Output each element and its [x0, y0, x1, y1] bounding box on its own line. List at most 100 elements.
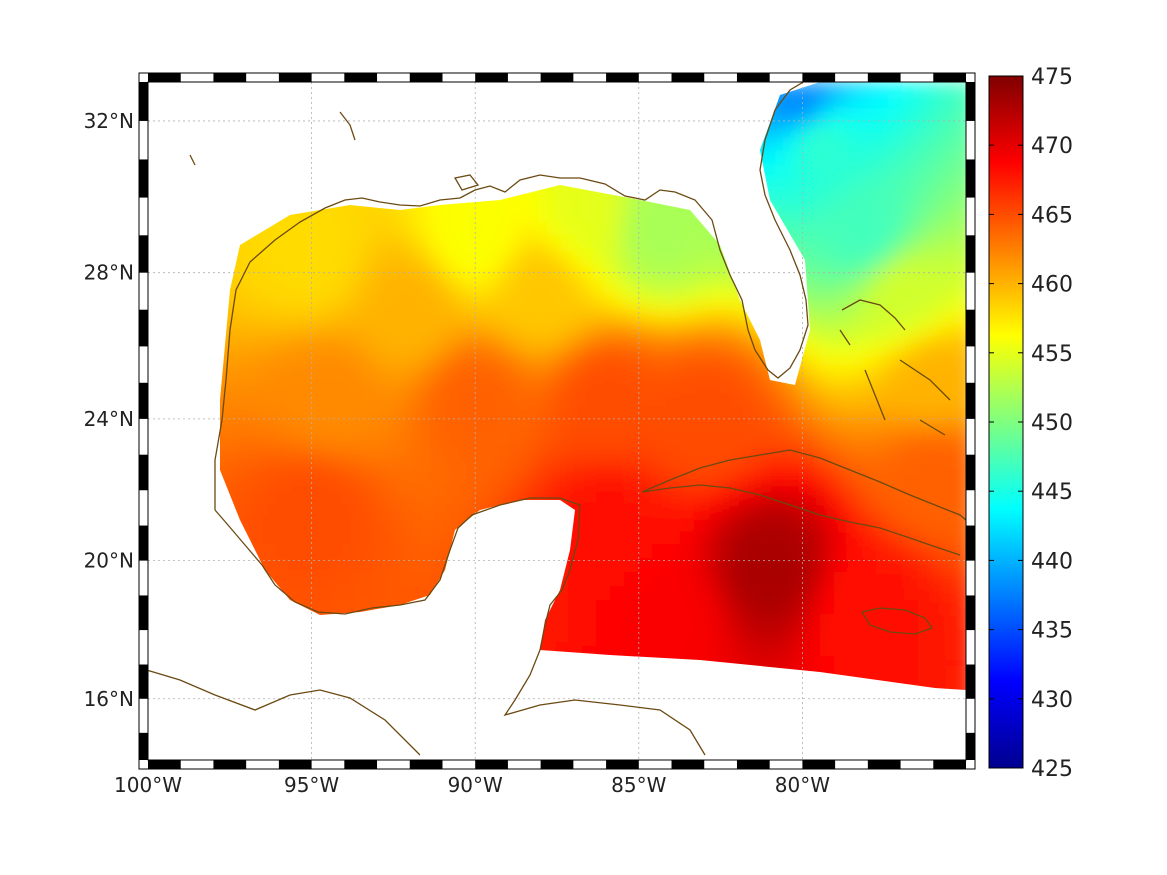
- field-cell: [694, 404, 709, 419]
- field-cell: [596, 334, 611, 349]
- field-cell: [316, 348, 331, 363]
- field-cell: [610, 726, 625, 741]
- field-cell: [274, 166, 289, 181]
- field-cell: [736, 460, 751, 475]
- field-cell: [792, 96, 807, 111]
- field-cell: [204, 544, 219, 559]
- field-cell: [834, 236, 849, 251]
- field-cell: [484, 712, 499, 727]
- field-cell: [876, 726, 891, 741]
- field-cell: [680, 306, 695, 321]
- field-cell: [596, 110, 611, 125]
- field-cell: [792, 558, 807, 573]
- field-cell: [176, 334, 191, 349]
- field-cell: [540, 670, 555, 685]
- field-cell: [232, 306, 247, 321]
- field-cell: [722, 460, 737, 475]
- field-cell: [220, 502, 233, 517]
- field-cell: [554, 320, 569, 335]
- field-cell: [470, 250, 485, 265]
- frame-segment: [966, 454, 975, 491]
- field-cell: [540, 460, 555, 475]
- field-cell: [554, 376, 569, 391]
- field-cell: [568, 684, 583, 690]
- field-cell: [526, 684, 541, 690]
- field-cell: [220, 110, 233, 125]
- field-cell: [820, 362, 835, 377]
- field-cell: [820, 670, 835, 685]
- field-cell: [806, 208, 821, 223]
- field-cell: [750, 670, 765, 685]
- field-cell: [428, 222, 443, 237]
- field-cell: [232, 628, 247, 643]
- field-cell: [344, 642, 359, 657]
- field-cell: [596, 488, 611, 503]
- field-cell: [372, 292, 387, 307]
- field-cell: [834, 642, 849, 657]
- field-cell: [610, 320, 625, 335]
- field-cell: [792, 222, 807, 237]
- field-cell: [316, 320, 331, 335]
- field-cell: [960, 82, 966, 97]
- field-cell: [428, 544, 443, 559]
- field-cell: [750, 572, 765, 587]
- field-cell: [638, 460, 653, 475]
- field-cell: [918, 222, 933, 237]
- field-cell: [764, 320, 779, 335]
- field-cell: [778, 572, 793, 587]
- field-cell: [680, 222, 695, 237]
- field-cell: [736, 418, 751, 433]
- field-cell: [610, 600, 625, 615]
- field-cell: [918, 656, 933, 671]
- field-cell: [526, 362, 541, 377]
- field-cell: [820, 656, 835, 671]
- field-cell: [484, 348, 499, 363]
- field-cell: [918, 502, 933, 517]
- field-cell: [540, 642, 555, 657]
- field-cell: [442, 278, 457, 293]
- field-cell: [960, 586, 966, 601]
- field-cell: [288, 110, 303, 125]
- field-cell: [862, 292, 877, 307]
- field-cell: [652, 236, 667, 251]
- field-cell: [456, 264, 471, 279]
- field-cell: [386, 264, 401, 279]
- field-cell: [386, 152, 401, 167]
- field-cell: [386, 586, 401, 601]
- field-cell: [358, 516, 373, 531]
- field-cell: [512, 712, 527, 727]
- field-cell: [400, 712, 415, 727]
- field-cell: [400, 110, 415, 125]
- field-cell: [764, 558, 779, 573]
- field-cell: [890, 222, 905, 237]
- field-cell: [960, 306, 966, 321]
- field-cell: [260, 544, 275, 559]
- field-cell: [414, 670, 429, 685]
- field-cell: [220, 474, 233, 489]
- field-cell: [442, 656, 457, 671]
- field-cell: [624, 222, 639, 237]
- field-cell: [918, 446, 933, 461]
- field-cell: [484, 264, 499, 279]
- field-cell: [344, 278, 359, 293]
- field-cell: [806, 194, 821, 209]
- field-cell: [148, 488, 163, 503]
- field-cell: [484, 446, 499, 461]
- field-cell: [624, 250, 639, 265]
- field-cell: [220, 292, 233, 307]
- field-cell: [596, 558, 611, 573]
- field-cell: [722, 418, 737, 433]
- field-cell: [484, 124, 499, 139]
- field-cell: [344, 712, 359, 727]
- coastline-bahamas: [839, 299, 951, 436]
- field-cell: [220, 488, 233, 503]
- field-cell: [428, 320, 443, 335]
- field-cell: [834, 670, 849, 685]
- field-cell: [288, 530, 303, 545]
- field-cell: [932, 152, 947, 167]
- field-cell: [220, 614, 233, 629]
- field-cell: [344, 586, 359, 601]
- field-cell: [512, 474, 527, 489]
- field-cell: [960, 600, 966, 615]
- field-cell: [484, 152, 499, 167]
